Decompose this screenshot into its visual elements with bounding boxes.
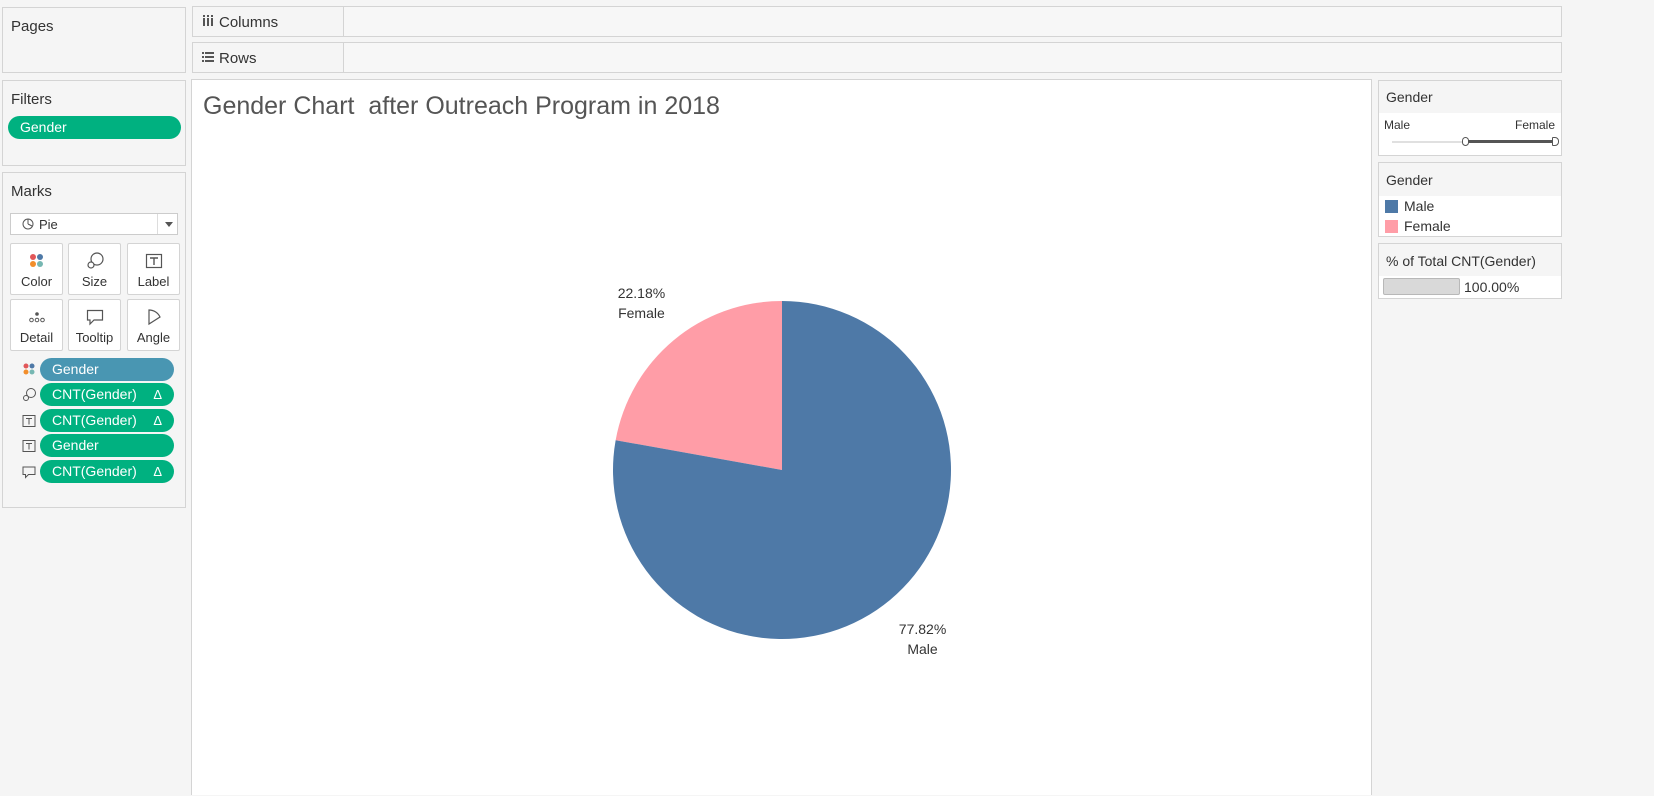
tooltip-icon <box>22 466 36 479</box>
chevron-down-icon <box>165 222 173 227</box>
color-button-label: Color <box>20 274 53 289</box>
color-legend-card: Gender Male Female <box>1378 162 1562 237</box>
pages-title: Pages <box>11 18 54 35</box>
slider-handle-max[interactable] <box>1552 137 1559 146</box>
size-button-label: Size <box>81 274 108 289</box>
size-button[interactable]: Size <box>68 243 121 295</box>
pie-category-label-male: Male <box>907 641 938 657</box>
pie-chart: 22.18% Female 77.82% Male <box>613 285 951 657</box>
rows-drop-area[interactable] <box>343 43 1561 72</box>
pie-category-label-female: Female <box>618 305 665 321</box>
color-icon <box>30 254 43 267</box>
pill-label: Gender <box>52 361 99 377</box>
detail-button[interactable]: Detail <box>10 299 63 351</box>
angle-button-label: Angle <box>136 330 171 345</box>
legend-swatch-male <box>1385 200 1398 213</box>
angle-button[interactable]: Angle <box>127 299 180 351</box>
tooltip-button[interactable]: Tooltip <box>68 299 121 351</box>
pill-label: CNT(Gender) <box>52 463 137 479</box>
legend-item-male[interactable]: Male <box>1385 198 1434 214</box>
legend-label: Male <box>1404 198 1435 214</box>
pie-slice-male[interactable] <box>613 301 951 639</box>
filter-pill-label: Gender <box>20 119 67 135</box>
pages-card: Pages <box>2 7 186 73</box>
size-legend-title: % of Total CNT(Gender) <box>1386 253 1536 269</box>
color-legend-title: Gender <box>1386 172 1433 188</box>
pill-label: Gender <box>52 437 99 453</box>
pill-label: CNT(Gender) <box>52 386 137 402</box>
label-icon <box>145 253 163 269</box>
label-button[interactable]: Label <box>127 243 180 295</box>
marks-pill-gender-color[interactable]: Gender <box>40 358 174 381</box>
pill-delta: Δ <box>153 413 162 428</box>
gender-slider-title: Gender <box>1386 89 1433 105</box>
angle-icon <box>148 309 161 326</box>
pie-icon <box>22 218 34 230</box>
tooltip-button-label: Tooltip <box>75 330 114 345</box>
filters-title: Filters <box>11 91 52 108</box>
marks-card: Marks Pie Color Size Label <box>2 172 186 508</box>
marks-pill-gender-label[interactable]: Gender <box>40 434 174 457</box>
columns-icon <box>203 15 213 26</box>
legend-swatch-female <box>1385 220 1398 233</box>
pie-percent-label-female: 22.18% <box>618 285 665 301</box>
pie-percent-label-male: 77.82% <box>899 621 946 637</box>
marks-pill-cnt-label[interactable]: CNT(Gender) Δ <box>40 409 174 432</box>
view-title[interactable]: Gender Chart after Outreach Program in 2… <box>203 92 720 120</box>
filters-card: Filters Gender <box>2 80 186 166</box>
gender-slider-body: Male Female <box>1379 113 1561 155</box>
slider-min-label: Male <box>1384 118 1411 132</box>
size-legend-swatch <box>1383 278 1460 295</box>
color-legend-body: Male Female <box>1379 196 1561 236</box>
size-legend-card: % of Total CNT(Gender) 100.00% <box>1378 243 1562 299</box>
label-icon <box>22 415 36 427</box>
legend-label: Female <box>1404 218 1451 234</box>
detail-button-label: Detail <box>19 330 54 345</box>
marks-title: Marks <box>11 183 52 200</box>
legend-item-female[interactable]: Female <box>1385 218 1451 234</box>
marks-pill-cnt-tooltip[interactable]: CNT(Gender) Δ <box>40 460 174 483</box>
pill-delta: Δ <box>153 464 162 479</box>
label-button-label: Label <box>137 274 170 289</box>
rows-shelf[interactable]: Rows <box>192 42 1562 73</box>
slider-range <box>1467 140 1553 143</box>
label-icon <box>22 440 36 452</box>
columns-drop-area[interactable] <box>343 7 1561 36</box>
columns-shelf[interactable]: Columns <box>192 6 1562 37</box>
pill-label: CNT(Gender) <box>52 412 137 428</box>
slider-max-label: Female <box>1514 118 1555 132</box>
color-button[interactable]: Color <box>10 243 63 295</box>
pill-delta: Δ <box>153 387 162 402</box>
dropdown-divider <box>157 214 158 234</box>
rows-label: Rows <box>219 50 257 67</box>
size-icon <box>87 252 104 269</box>
rows-icon <box>202 52 214 62</box>
slider-handle-min[interactable] <box>1462 137 1469 146</box>
marks-pill-cnt-size[interactable]: CNT(Gender) Δ <box>40 383 174 406</box>
gender-slider-card: Gender Male Female <box>1378 80 1562 156</box>
size-icon <box>23 388 36 401</box>
mark-type-value: Pie <box>39 217 58 232</box>
pie-slice-female[interactable] <box>615 301 782 470</box>
tooltip-icon <box>86 309 104 326</box>
color-icon <box>23 363 35 375</box>
view-area: Gender Chart after Outreach Program in 2… <box>191 79 1372 795</box>
size-legend-value: 100.00% <box>1464 279 1520 295</box>
filter-pill-gender[interactable]: Gender <box>8 116 181 139</box>
size-legend-body: 100.00% <box>1379 276 1561 298</box>
columns-label: Columns <box>219 14 279 31</box>
detail-icon <box>29 312 45 323</box>
mark-type-dropdown[interactable]: Pie <box>10 213 178 235</box>
